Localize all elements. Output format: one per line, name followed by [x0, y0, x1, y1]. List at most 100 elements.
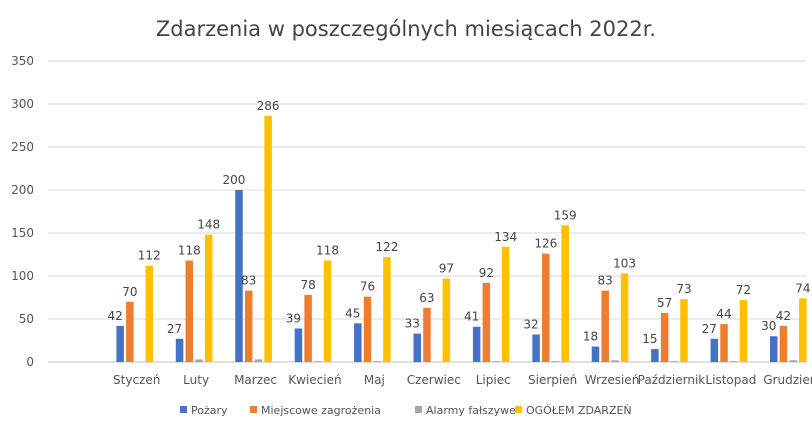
bar: [126, 301, 134, 362]
data-label: 134: [494, 230, 517, 244]
y-tick-label: 100: [11, 269, 34, 283]
category-label: Styczeń: [113, 373, 160, 387]
data-label: 76: [360, 280, 375, 294]
bar: [204, 234, 213, 362]
legend-swatch: [515, 406, 522, 413]
data-label: 45: [345, 306, 360, 320]
category-label: Grudzień: [763, 373, 812, 387]
bar: [195, 359, 203, 362]
bar: [145, 265, 154, 362]
legend-swatch: [180, 406, 187, 413]
data-label: 97: [439, 262, 454, 276]
data-label: 159: [554, 208, 577, 222]
chart-title: Zdarzenia w poszczególnych miesiącach 20…: [156, 17, 656, 41]
data-label: 118: [178, 244, 201, 258]
data-label: 39: [286, 311, 301, 325]
data-label: 42: [776, 309, 791, 323]
data-label: 57: [657, 296, 672, 310]
bar: [601, 290, 609, 362]
bar: [670, 361, 679, 362]
bar: [710, 338, 719, 362]
bar: [532, 334, 540, 362]
y-tick-label: 350: [11, 54, 34, 68]
bar: [244, 290, 253, 362]
data-label: 70: [122, 285, 137, 299]
data-label: 33: [405, 317, 420, 331]
bar: [314, 361, 322, 362]
legend-label: Alarmy fałszywe: [426, 404, 516, 417]
data-label: 15: [642, 332, 657, 346]
data-label: 72: [736, 283, 751, 297]
bar: [779, 325, 788, 362]
y-tick-label: 250: [11, 140, 34, 154]
bar: [413, 333, 421, 362]
bar: [304, 294, 312, 362]
bars: [116, 116, 807, 362]
bar: [472, 326, 481, 362]
bar: [383, 257, 391, 362]
data-label: 122: [375, 240, 398, 254]
bar: [264, 116, 272, 362]
y-tick-label: 200: [11, 183, 34, 197]
x-axis-categories: Styczeń Luty Marzec Kwiecień Maj Czerwiec Lipi…: [113, 373, 812, 387]
data-label: 74: [795, 281, 810, 295]
data-label: 42: [108, 309, 123, 323]
data-label: 18: [583, 330, 598, 344]
category-label: Marzec: [234, 373, 277, 387]
data-label: 103: [613, 256, 636, 270]
y-tick-label: 150: [11, 226, 34, 240]
y-tick-label: 300: [11, 97, 34, 111]
bar: [363, 296, 372, 362]
data-label: 118: [316, 244, 339, 258]
y-tick-label: 50: [19, 312, 34, 326]
bar: [542, 253, 550, 362]
category-label: Sierpień: [528, 373, 577, 387]
y-axis-ticks: 0 50 100 150 200 250 300 350: [11, 54, 34, 369]
bar: [254, 359, 263, 362]
data-label: 83: [598, 274, 613, 288]
data-label: 32: [523, 317, 538, 331]
bar: [729, 361, 738, 362]
data-label: 30: [761, 319, 776, 333]
legend-label: OGÓŁEM ZDARZEŃ: [526, 404, 632, 417]
category-label: Czerwiec: [407, 373, 461, 387]
bar: [769, 336, 778, 362]
bar: [660, 312, 669, 362]
bar: [423, 307, 431, 362]
bar: [611, 360, 619, 362]
category-label: Wrzesień: [585, 373, 640, 387]
bar: [620, 273, 629, 362]
bar: [442, 278, 451, 362]
data-label: 92: [479, 266, 494, 280]
data-label: 27: [702, 322, 717, 336]
bar: [591, 346, 600, 362]
bar: [799, 298, 807, 362]
bar: [235, 190, 243, 362]
data-label: 112: [138, 249, 161, 263]
legend-swatch: [250, 406, 257, 413]
legend-label: Pożary: [191, 404, 228, 417]
bar: [354, 323, 362, 362]
bar: [482, 282, 491, 362]
bar: [492, 361, 500, 362]
legend: Pożary Miejscowe zagrożenia Alarmy fałszyw…: [180, 404, 632, 417]
bar: [175, 338, 184, 362]
bar: [323, 260, 332, 362]
data-label: 73: [676, 282, 691, 296]
data-label: 148: [197, 218, 220, 232]
gridlines: [48, 60, 806, 363]
category-label: Kwiecień: [288, 373, 341, 387]
category-label: Luty: [183, 373, 209, 387]
bar: [680, 299, 688, 362]
bar: [789, 360, 797, 362]
category-label: Lipiec: [476, 373, 511, 387]
category-label: Listopad: [705, 373, 756, 387]
bar: [651, 349, 659, 362]
data-label: 200: [223, 173, 246, 187]
legend-swatch: [415, 406, 422, 413]
data-label: 41: [464, 310, 479, 324]
bar: [502, 246, 510, 362]
data-label: 63: [419, 291, 434, 305]
